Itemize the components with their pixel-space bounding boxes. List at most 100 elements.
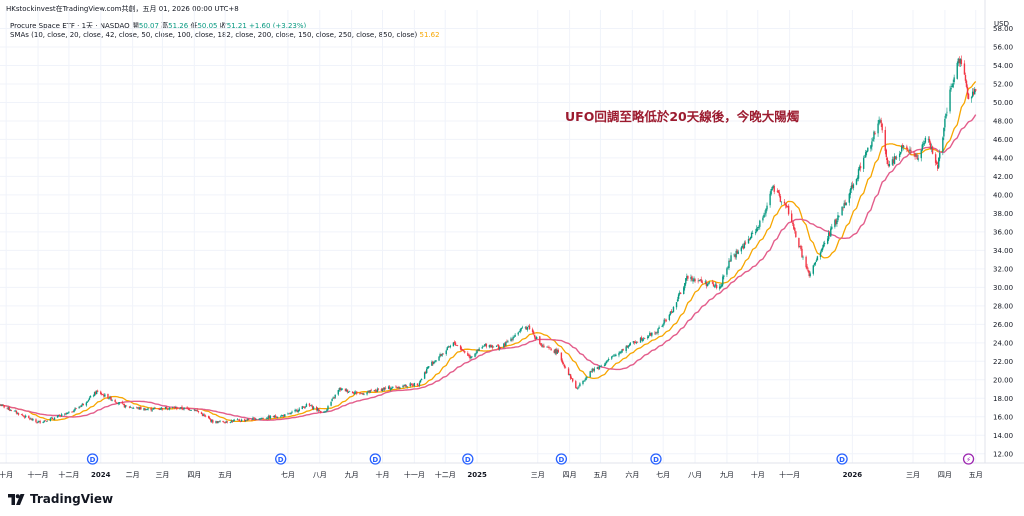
candle: [190, 409, 192, 411]
candle: [922, 140, 925, 148]
candle: [928, 136, 931, 146]
candle: [383, 386, 386, 392]
candle: [251, 419, 253, 421]
candle: [310, 404, 313, 407]
candle: [561, 358, 564, 365]
candle: [842, 207, 844, 211]
candle: [578, 385, 580, 389]
candle: [903, 145, 905, 151]
candle: [619, 350, 621, 354]
candle: [7, 406, 9, 411]
dividend-marker[interactable]: D: [86, 453, 99, 465]
candle: [215, 420, 217, 424]
candle: [878, 116, 880, 126]
candle: [102, 393, 104, 396]
candle: [527, 325, 530, 328]
candle: [794, 227, 796, 234]
candle: [642, 337, 645, 342]
chart-annotation: UFO回調至略低於20天線後，今晚大陽燭: [565, 109, 800, 124]
candle: [395, 385, 397, 388]
candle: [852, 183, 855, 191]
sma-legend[interactable]: SMAs (10, close, 20, close, 42, close, 5…: [10, 31, 440, 39]
candle: [835, 218, 837, 226]
candle: [714, 281, 717, 288]
candle: [862, 155, 865, 173]
currency-label: USD: [994, 20, 1009, 28]
candle: [657, 328, 659, 336]
candle: [498, 346, 501, 351]
candle: [352, 391, 355, 395]
x-axis[interactable]: 十月 十一月 十二月 2024 二月 三月 四月 五月 七月 八月 九月 十月 十一月 十二月 2025 三月…: [0, 470, 983, 479]
candle: [504, 342, 506, 348]
candle: [455, 344, 458, 346]
dividend-marker[interactable]: D: [555, 453, 568, 465]
candle: [78, 405, 80, 409]
candle: [222, 420, 224, 423]
candle: [864, 154, 866, 158]
candle: [88, 396, 91, 401]
candle: [188, 407, 190, 411]
candle: [678, 290, 681, 296]
candle: [625, 344, 627, 354]
y-tick-label: 48.00: [993, 117, 1013, 125]
dividend-marker[interactable]: D: [650, 453, 662, 465]
split-marker[interactable]: ⚡: [962, 453, 975, 465]
candle: [626, 345, 628, 348]
candle: [930, 143, 933, 153]
candle: [699, 279, 701, 281]
candle: [482, 346, 484, 348]
tradingview-footer[interactable]: TradingView: [8, 492, 113, 506]
candle: [360, 392, 362, 395]
candle: [895, 155, 898, 160]
candle: [939, 149, 941, 162]
candle: [46, 420, 48, 422]
dividend-marker[interactable]: D: [836, 453, 848, 465]
candle: [359, 392, 361, 395]
candle: [405, 384, 407, 387]
candle: [661, 324, 663, 328]
candle: [946, 107, 948, 117]
candle: [748, 238, 751, 241]
candle: [260, 417, 262, 420]
candle: [186, 406, 188, 410]
y-axis[interactable]: 12.00 14.00 16.00 18.00 20.00 22.00 24.00 26.00…: [0, 0, 1024, 464]
candle: [267, 414, 270, 420]
candle: [337, 389, 339, 396]
candle: [248, 418, 250, 421]
candle: [547, 345, 549, 349]
svg-text:D: D: [90, 456, 96, 464]
candle: [132, 406, 135, 409]
candle: [970, 95, 973, 103]
symbol-label[interactable]: Procure Space ETF · 1天 · NASDAQ: [10, 22, 130, 30]
dividend-marker[interactable]: D: [369, 453, 381, 465]
candle: [354, 390, 356, 395]
candle: [877, 119, 879, 137]
candle: [193, 409, 196, 412]
dividend-marker[interactable]: D: [275, 453, 287, 465]
candle: [146, 408, 148, 410]
candle: [798, 237, 800, 249]
candle: [972, 88, 975, 96]
candle: [95, 390, 98, 395]
candle: [449, 344, 452, 349]
candle: [283, 414, 285, 418]
candle: [677, 292, 680, 302]
candle: [726, 267, 728, 277]
svg-text:D: D: [465, 456, 471, 464]
candle: [519, 328, 521, 334]
candle: [881, 122, 883, 133]
candle: [721, 283, 723, 288]
candle: [412, 383, 415, 386]
candle: [296, 408, 298, 413]
candle: [477, 349, 479, 352]
x-tick-label: 三月: [531, 471, 545, 479]
candle: [628, 343, 630, 347]
candle: [152, 407, 154, 411]
candle: [698, 280, 700, 282]
dividend-marker[interactable]: D: [462, 453, 474, 465]
candle: [571, 378, 574, 383]
candle: [778, 189, 781, 198]
candle: [934, 152, 937, 166]
candle: [548, 345, 550, 350]
